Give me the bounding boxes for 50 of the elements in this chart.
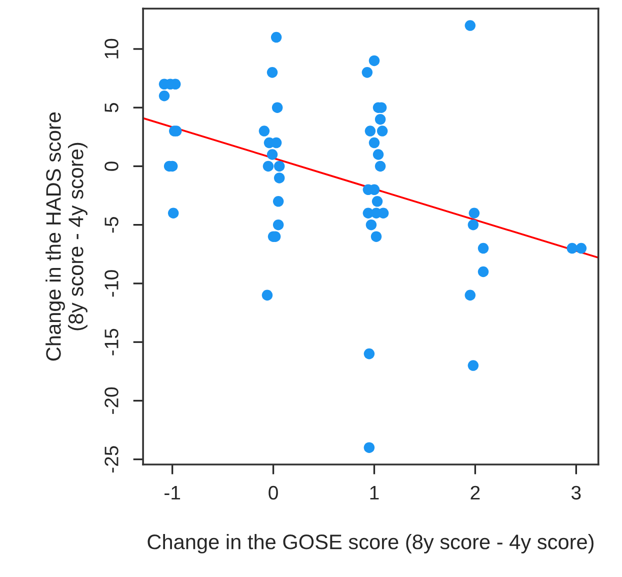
point [262,290,273,301]
y-tick-label: 10 [104,38,118,58]
x-tick-label: -1 [164,486,180,500]
point [468,219,479,230]
point [274,160,285,172]
point [370,231,382,242]
y-tick-label: 0 [104,162,118,171]
point [272,219,284,230]
point [566,242,578,254]
point [368,137,380,148]
point [368,55,380,66]
y-tick-label: -25 [104,446,118,473]
y-tick-label: -20 [104,387,118,414]
point [576,242,587,254]
y-axis-title: Change in the HADS score (8y score - 4y score) [46,112,88,361]
y-tick-label: -5 [104,217,118,233]
point [468,208,480,218]
point [376,126,388,136]
y-tick-label: -10 [104,270,118,297]
point [258,126,270,136]
point [168,208,179,218]
point [372,149,384,160]
point [464,290,476,301]
x-axis-title: Change in the GOSE score (8y score - 4y score) [148,534,594,554]
x-tick-label: 3 [571,486,581,500]
point [266,149,278,160]
x-tick-label: 0 [268,486,278,500]
point [266,67,278,78]
point [272,102,283,113]
point [478,266,489,278]
point [374,160,386,172]
point [366,219,377,230]
y-tick-label: -15 [104,328,118,356]
point [364,442,375,453]
point [272,196,284,207]
point [158,90,170,102]
point [262,160,274,172]
x-tick-label: 2 [470,486,480,500]
y-tick-label: 5 [104,103,118,112]
point [364,348,375,360]
point [478,242,489,254]
x-tick-label: 1 [370,486,379,500]
point [468,360,479,371]
point [364,126,376,136]
point [374,114,386,125]
point [372,196,383,207]
point [274,172,285,184]
point [362,67,373,78]
point [464,20,476,31]
point [270,32,282,43]
